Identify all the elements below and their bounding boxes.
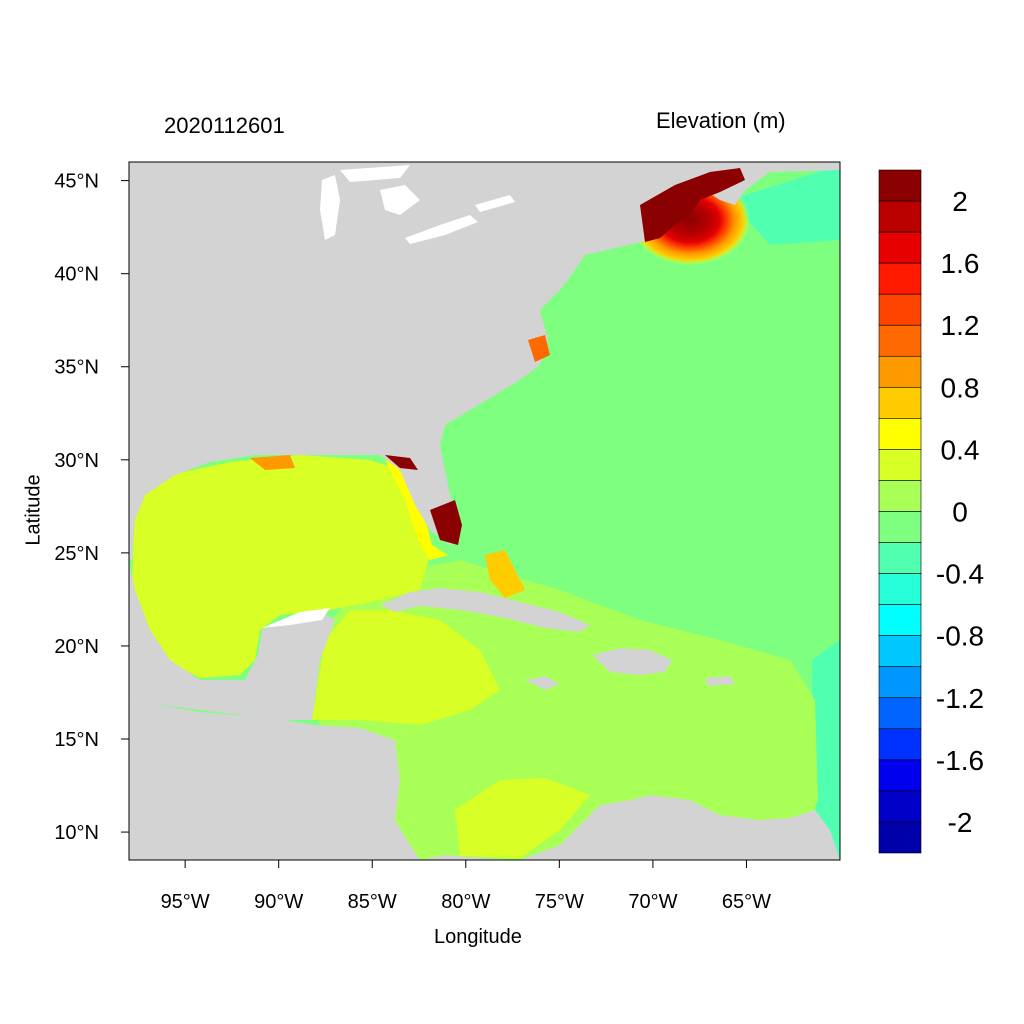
colorbar-swatch xyxy=(878,790,922,823)
cuba-land xyxy=(380,588,590,632)
negative-elevation-region xyxy=(730,165,840,245)
map-field xyxy=(129,162,840,860)
colorbar-label: 0.4 xyxy=(941,434,980,465)
x-tick-label: 85°W xyxy=(348,891,397,913)
y-tick-label: 40°N xyxy=(54,264,99,286)
y-axis-ticks: 45°N 40°N 35°N 30°N 25°N 20°N 15°N 10°N xyxy=(54,171,129,844)
mexico-land xyxy=(129,560,335,720)
bahamas-field xyxy=(485,550,525,598)
x-axis-label: Longitude xyxy=(434,926,522,948)
x-tick-label: 70°W xyxy=(628,891,677,913)
louisiana-coast-surge xyxy=(250,455,295,470)
y-tick-label: 30°N xyxy=(54,450,99,472)
y-tick-label: 35°N xyxy=(54,357,99,379)
western-caribbean-field xyxy=(312,610,500,725)
colorbar-swatch xyxy=(878,511,922,543)
x-tick-label: 65°W xyxy=(722,891,771,913)
colorbar-swatch xyxy=(878,449,922,481)
lake-superior xyxy=(340,165,410,182)
colorbar: 2 1.6 1.2 0.8 0.4 0 -0.4 -0.8 -1.2 -1.6 -2 xyxy=(878,169,984,854)
gulf-of-maine-max-surge xyxy=(640,168,745,242)
colorbar-swatch xyxy=(878,200,922,233)
x-axis-ticks: 95°W 90°W 85°W 80°W 75°W 70°W 65°W xyxy=(161,860,771,913)
y-tick-label: 15°N xyxy=(54,729,99,751)
x-tick-label: 80°W xyxy=(441,891,490,913)
pamlico-sound-surge xyxy=(528,335,550,362)
colorbar-label: -1.2 xyxy=(936,683,984,714)
colorbar-swatch xyxy=(878,387,922,419)
central-america-land xyxy=(129,700,420,860)
colorbar-swatch xyxy=(878,821,922,854)
big-bend-surge xyxy=(385,455,418,470)
south-america-land xyxy=(420,795,840,860)
variable-label: Elevation (m) xyxy=(656,108,786,133)
colombia-basin-field xyxy=(455,778,590,858)
colorbar-swatch xyxy=(878,262,922,295)
colorbar-label: 1.2 xyxy=(941,310,980,341)
y-tick-label: 20°N xyxy=(54,636,99,658)
colorbar-swatch xyxy=(878,728,922,761)
y-tick-label: 10°N xyxy=(54,822,99,844)
lake-erie xyxy=(405,215,478,244)
colorbar-label: -0.4 xyxy=(936,559,984,590)
colorbar-swatch xyxy=(878,604,922,636)
gulf-of-mexico-field xyxy=(132,455,430,678)
colorbar-label: -1.6 xyxy=(936,745,984,776)
colorbar-swatch xyxy=(878,480,922,512)
colorbar-swatch xyxy=(878,169,922,202)
jamaica-land xyxy=(525,676,560,690)
colorbar-swatch xyxy=(878,418,922,450)
y-tick-label: 45°N xyxy=(54,171,99,193)
lake-ontario xyxy=(475,195,515,212)
north-america-land xyxy=(129,162,760,560)
colorbar-swatch xyxy=(878,635,922,668)
x-tick-label: 90°W xyxy=(254,891,303,913)
negative-elevation-band-east xyxy=(812,640,840,860)
y-tick-label: 25°N xyxy=(54,543,99,565)
colorbar-label: 2 xyxy=(952,186,968,217)
colorbar-swatch xyxy=(878,697,922,730)
colorbar-label: 0.8 xyxy=(941,372,980,403)
colorbar-swatch xyxy=(878,666,922,699)
west-florida-shelf-field xyxy=(385,460,448,560)
colorbar-swatch xyxy=(878,759,922,792)
x-tick-label: 95°W xyxy=(161,891,210,913)
yucatan-coast xyxy=(262,608,330,628)
hispaniola-land xyxy=(592,648,672,675)
colorbar-label: -2 xyxy=(948,807,973,838)
south-florida-surge xyxy=(430,500,462,545)
colorbar-swatch xyxy=(878,355,922,388)
lake-huron xyxy=(380,185,420,215)
colorbar-swatch xyxy=(878,293,922,326)
puerto-rico-land xyxy=(705,676,735,686)
colorbar-swatch xyxy=(878,231,922,264)
colorbar-swatch xyxy=(878,573,922,605)
colorbar-label: 1.6 xyxy=(941,248,980,279)
plot-frame xyxy=(128,161,841,861)
colorbar-label: 0 xyxy=(952,497,968,528)
x-tick-label: 75°W xyxy=(535,891,584,913)
colorbar-swatch xyxy=(878,324,922,357)
forecast-datetime-label: 2020112601 xyxy=(164,113,285,138)
colorbar-swatch xyxy=(878,542,922,574)
colorbar-label: -0.8 xyxy=(936,621,984,652)
lake-michigan xyxy=(320,175,340,240)
